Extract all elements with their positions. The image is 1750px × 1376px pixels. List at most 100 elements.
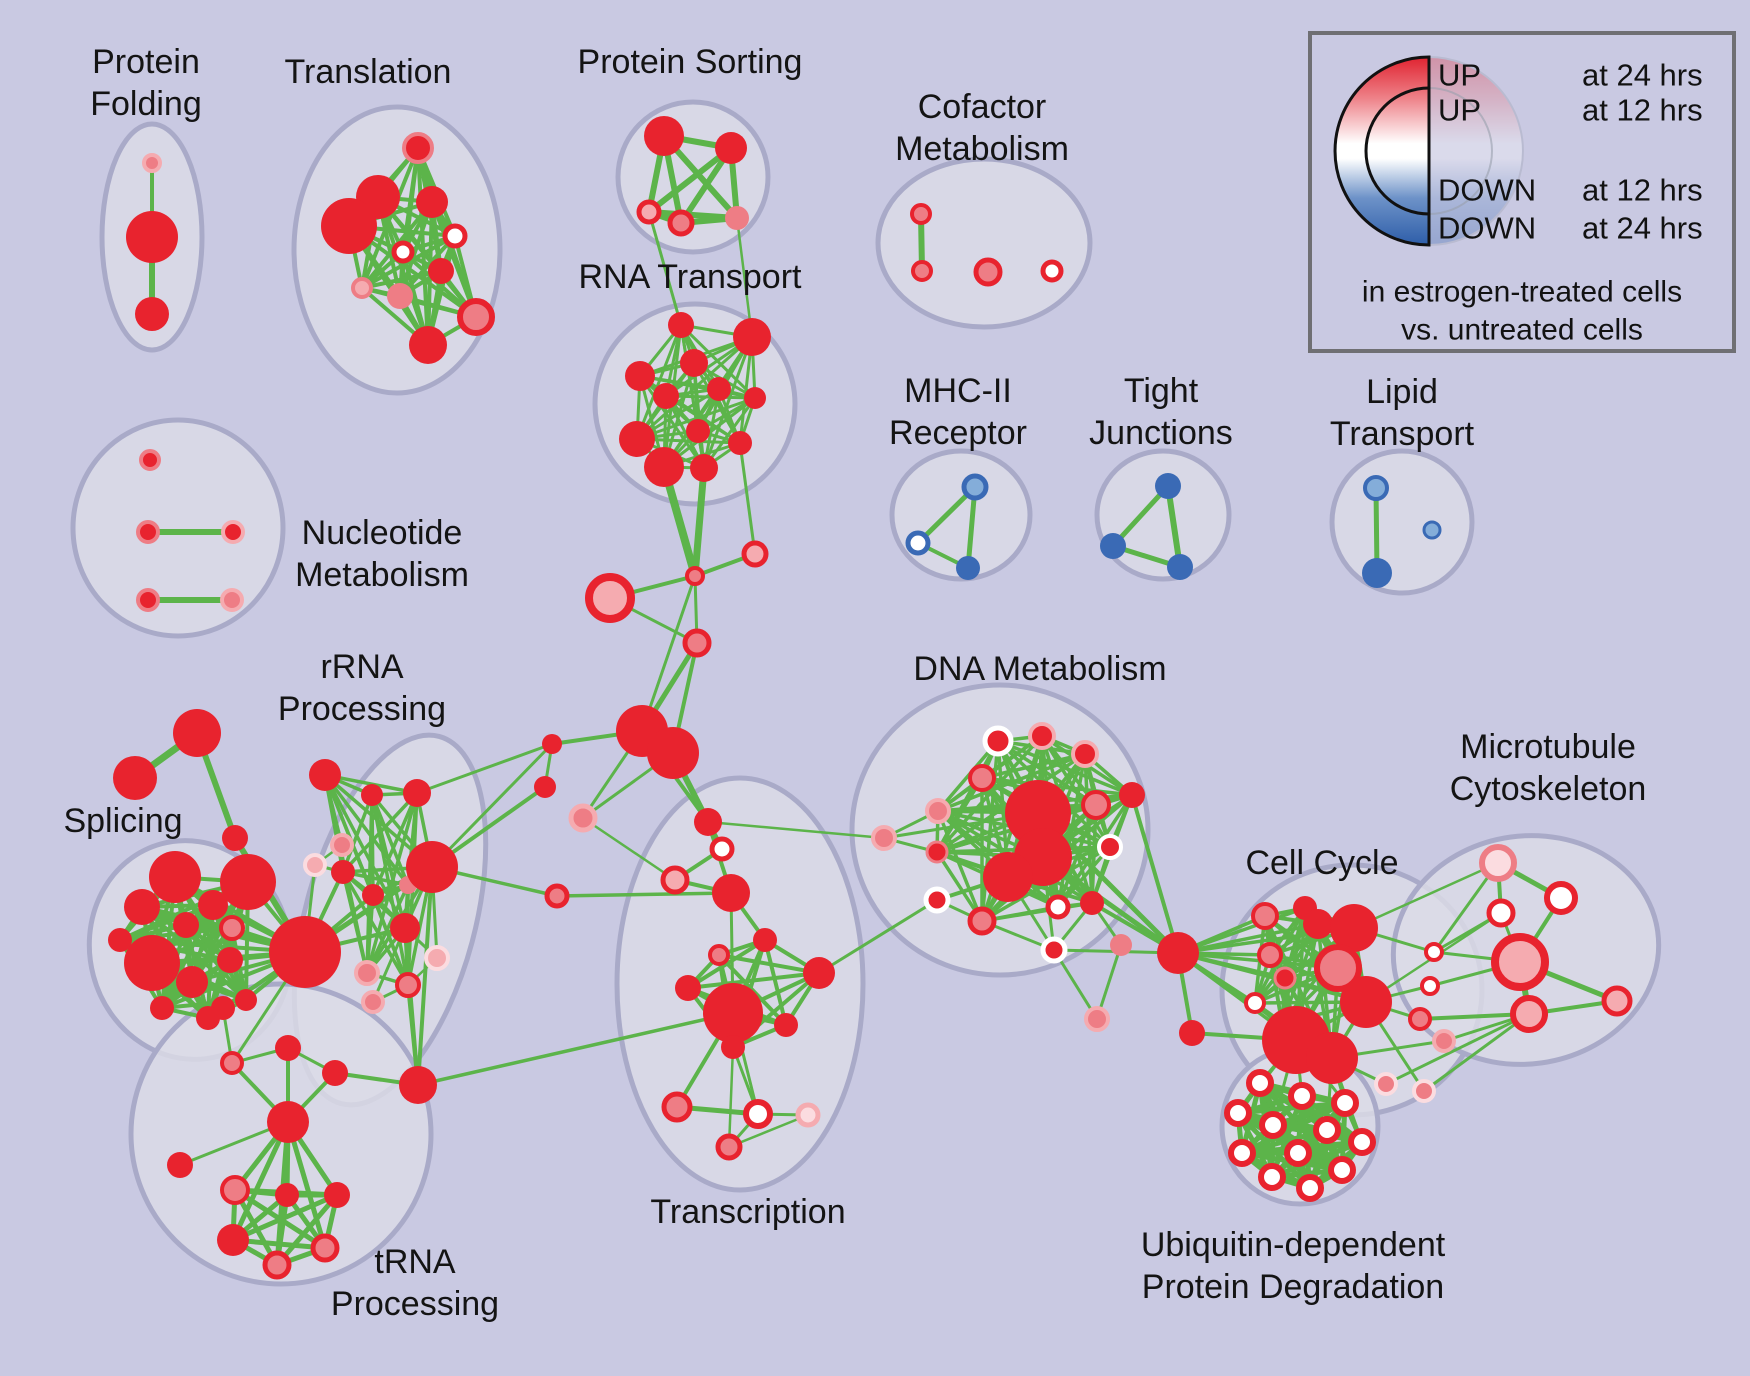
gene-node-ps1	[715, 132, 747, 164]
gene-node-x2	[709, 836, 735, 862]
gene-node-g10	[361, 990, 385, 1014]
cluster-tight-junctions	[1094, 448, 1232, 582]
cluster-label-ubiquitin-degradation-1: Protein Degradation	[1142, 1268, 1444, 1306]
gene-node-k4	[1244, 992, 1266, 1014]
edge-lpk-x3	[581, 816, 677, 882]
gene-node-x10	[774, 1013, 798, 1037]
gene-node-pf2	[135, 297, 169, 331]
edge-d11-d16	[1090, 803, 1098, 905]
legend-time-0: at 24 hrs	[1582, 58, 1703, 93]
edge-w2-w5	[274, 1192, 340, 1268]
gene-node-hub	[269, 916, 341, 988]
gene-node-tl0	[167, 1152, 193, 1178]
gene-node-z2	[1167, 554, 1193, 580]
gene-node-d1	[1028, 722, 1056, 750]
edge-x6-x10	[763, 938, 788, 1027]
legend-dir-1: UP	[1438, 93, 1481, 128]
gene-node-s5	[219, 915, 245, 941]
gene-node-n2	[221, 520, 245, 544]
edge-s5-s6	[118, 926, 234, 942]
gene-node-q0	[961, 473, 989, 501]
gene-node-w3	[217, 1224, 249, 1256]
cluster-label-cofactor-metabolism-1: Metabolism	[895, 130, 1069, 168]
gene-node-v10	[1258, 1163, 1286, 1191]
gene-node-r11	[690, 454, 718, 482]
gene-node-d16	[1080, 891, 1104, 915]
edge-d12-d15	[1056, 845, 1112, 909]
gene-node-tr5	[391, 240, 415, 264]
gene-node-w5	[262, 1250, 292, 1280]
edge-k19-d17	[1052, 948, 1099, 1021]
gene-node-v4	[1259, 1111, 1287, 1139]
edge-g5-g12	[341, 870, 410, 987]
gene-node-x5	[708, 944, 730, 966]
gene-node-ps2	[636, 199, 662, 225]
gene-node-x11	[721, 1035, 745, 1059]
edge-x11-x15	[727, 1045, 735, 1149]
gene-node-d10	[1119, 782, 1145, 808]
gene-node-k0	[1251, 902, 1279, 930]
gene-node-u0	[1479, 844, 1517, 882]
gene-node-tr6	[428, 258, 454, 284]
gene-node-s8	[176, 966, 208, 998]
gene-node-s6	[108, 928, 132, 952]
cluster-label-mhc-ii-receptor-0: MHC-II	[904, 372, 1012, 410]
edge-g6-g12	[371, 893, 410, 987]
gene-node-tr3	[416, 186, 448, 218]
legend-dir-2: DOWN	[1438, 173, 1536, 208]
gene-node-g1	[361, 784, 383, 806]
gene-node-j3	[682, 628, 712, 658]
gene-node-z1	[1100, 533, 1126, 559]
edge-g1-g5	[341, 793, 374, 874]
gene-node-cm1	[911, 260, 933, 282]
gene-node-d12	[1097, 834, 1123, 860]
edge-u4-k17	[1384, 1012, 1531, 1086]
edge-x15-x14	[727, 1113, 810, 1149]
edge-x6-x8	[686, 938, 767, 990]
gene-node-r4	[653, 383, 679, 409]
gene-node-d4	[925, 798, 951, 824]
gene-node-r8	[686, 419, 710, 443]
edge-h0-w4	[285, 1119, 328, 1251]
edge-g2-g5	[341, 791, 419, 874]
cluster-label-lipid-transport-0: Lipid	[1366, 373, 1438, 411]
edge-b0-k1	[1176, 906, 1307, 955]
gene-node-cd	[322, 1060, 348, 1086]
gene-node-g9	[390, 913, 420, 943]
gene-node-k19	[1084, 1006, 1110, 1032]
gene-node-g0	[309, 759, 341, 791]
gene-node-d6	[925, 840, 949, 864]
cluster-label-rna-transport-0: RNA Transport	[579, 258, 803, 296]
gene-node-d5	[871, 825, 897, 851]
cluster-label-cell-cycle-0: Cell Cycle	[1245, 844, 1398, 882]
gene-node-tr2	[321, 198, 377, 254]
gene-node-g11	[424, 945, 450, 971]
edge-s3-s6	[118, 903, 215, 942]
gene-node-k15	[1408, 1007, 1432, 1031]
gene-node-b1	[1179, 1020, 1205, 1046]
edge-g7-g14	[365, 883, 410, 975]
edge-h0-w3	[230, 1119, 291, 1243]
edge-r1-r11	[702, 335, 754, 470]
gene-node-s11	[196, 1006, 220, 1030]
cluster-label-ubiquitin-degradation-0: Ubiquitin-dependent	[1141, 1226, 1446, 1264]
gene-node-y1	[1362, 558, 1392, 588]
gene-node-u3	[1491, 933, 1549, 991]
gene-node-lrg	[544, 883, 570, 909]
edge-q0-q2	[965, 484, 978, 571]
gene-node-s3	[198, 890, 228, 920]
cluster-labels: Protein Folding Translation Protein Sorting…	[63, 43, 1646, 1323]
gene-node-sm0	[542, 734, 562, 754]
gene-node-cm2	[973, 257, 1003, 287]
gene-node-s7	[124, 935, 180, 991]
gene-node-x14	[795, 1102, 821, 1128]
gene-node-x7	[803, 957, 835, 989]
gene-node-v1	[1288, 1082, 1316, 1110]
edge-j0-m0	[640, 574, 697, 733]
gene-node-d3	[968, 764, 996, 792]
gene-node-g14	[354, 960, 380, 986]
edge-d1-d12	[1040, 734, 1112, 849]
edge-r6-r11	[702, 396, 757, 470]
gene-node-u4	[1510, 995, 1548, 1033]
